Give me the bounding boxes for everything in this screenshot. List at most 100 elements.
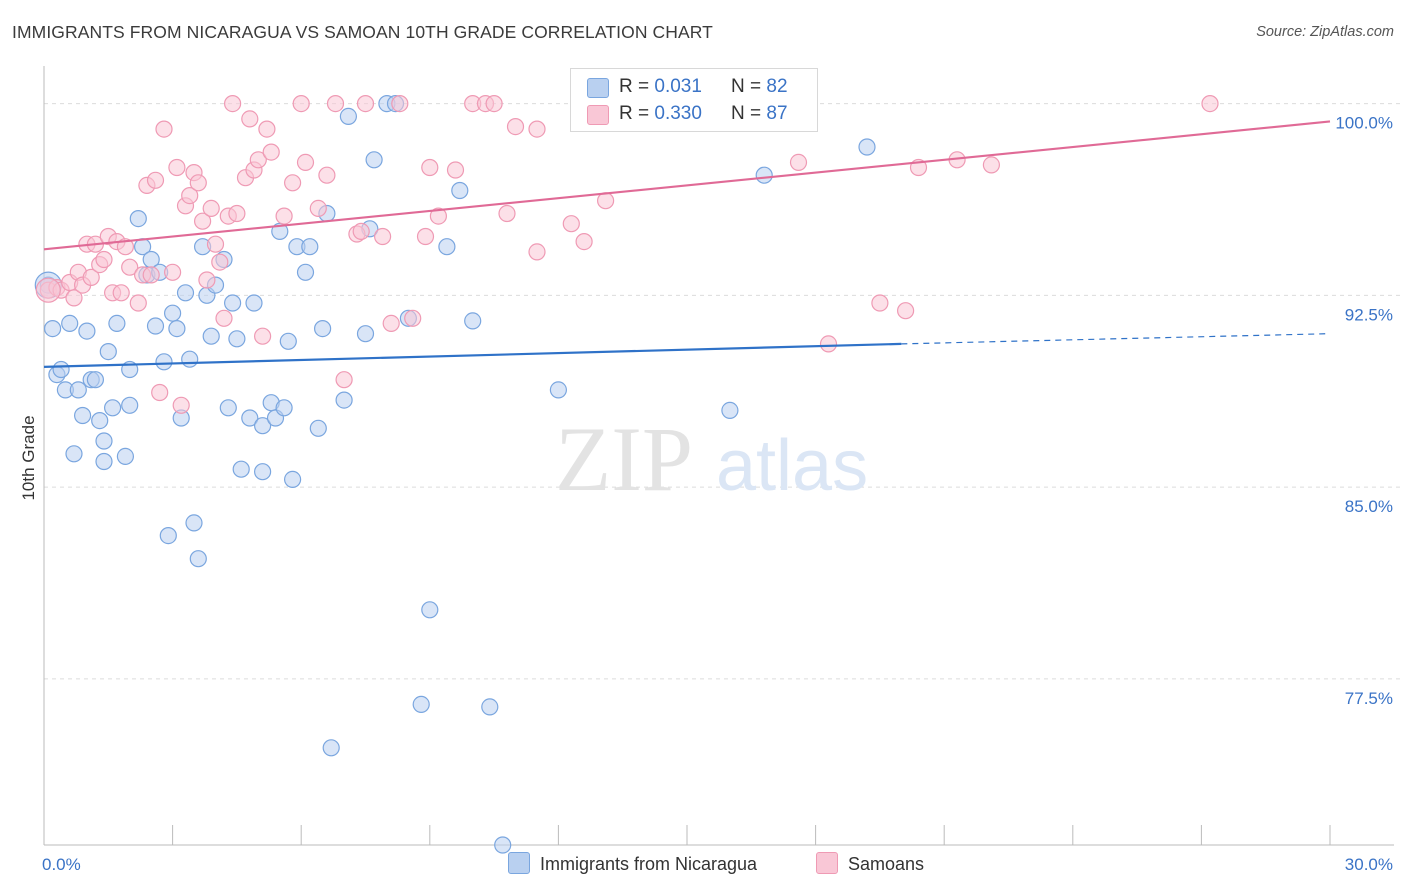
- samoan-point: [284, 174, 302, 192]
- nicaragua-point: [52, 360, 70, 379]
- samoan-point: [121, 258, 139, 276]
- correlation-legend: R = 0.031 N = 82 R = 0.330 N = 87: [570, 68, 818, 132]
- axes: [43, 66, 1394, 846]
- samoan-point: [211, 253, 229, 271]
- nicaragua-point: [181, 350, 199, 368]
- nicaragua-point: [129, 210, 147, 228]
- samoan-point: [318, 166, 336, 184]
- y-tick-label: 92.5%: [1345, 305, 1393, 324]
- nicaragua-point: [95, 452, 113, 471]
- samoan-point: [498, 204, 516, 223]
- samoan-point: [296, 153, 315, 171]
- samoan-point: [871, 294, 889, 312]
- nicaragua-point: [254, 417, 272, 435]
- nicaragua-point: [339, 107, 357, 126]
- samoan-point: [309, 199, 327, 217]
- nicaragua-point: [99, 343, 117, 361]
- samoan-point: [421, 158, 439, 177]
- x-tick-label-max: 30.0%: [1345, 855, 1393, 874]
- nicaragua-point: [322, 739, 340, 757]
- samoan-point: [275, 207, 293, 225]
- samoan-point: [215, 309, 233, 327]
- samoan-point: [262, 143, 280, 161]
- samoan-point: [168, 158, 186, 177]
- y-tick-label: 77.5%: [1345, 689, 1393, 708]
- nicaragua-point: [412, 695, 430, 714]
- nicaragua-point: [858, 138, 876, 156]
- legend-swatch-blue: [587, 78, 609, 98]
- samoan-point: [1201, 94, 1219, 113]
- nicaragua-point: [464, 312, 482, 330]
- trend-lines: [43, 120, 1331, 369]
- nicaragua-point: [185, 514, 203, 532]
- nicaragua-point: [43, 320, 62, 338]
- nicaragua-point: [421, 601, 439, 619]
- bottom-legend-swatch-blue: [508, 852, 530, 874]
- watermark-zip: ZIP: [555, 408, 693, 510]
- samoan-point: [528, 243, 546, 261]
- nicaragua-point: [121, 396, 139, 414]
- watermark-atlas: atlas: [716, 426, 868, 506]
- nicaragua-point: [146, 317, 165, 335]
- samoan-point: [506, 117, 525, 136]
- nicaragua-point: [309, 419, 327, 437]
- samoan-point: [446, 161, 465, 179]
- nicaragua-point: [279, 332, 297, 350]
- nicaragua-point: [168, 320, 186, 338]
- nicaragua-point: [228, 330, 246, 348]
- samoan-point: [172, 396, 190, 414]
- nicaragua-point: [155, 353, 173, 371]
- nicaragua-point: [451, 181, 469, 200]
- bottom-legend-label: Immigrants from Nicaragua: [540, 854, 758, 874]
- nicaragua-point: [176, 284, 195, 302]
- samoan-point: [254, 327, 272, 345]
- legend-n-value: 82: [766, 76, 788, 97]
- nicaragua-point: [494, 836, 512, 854]
- nicaragua-point: [164, 304, 182, 322]
- samoan-point: [528, 120, 546, 138]
- legend-swatch-pink: [587, 105, 609, 125]
- samoan-point: [198, 271, 216, 289]
- nicaragua-point: [108, 314, 126, 332]
- nicaragua-point: [755, 166, 773, 184]
- samoan-point: [249, 151, 267, 169]
- samoan-point: [292, 94, 310, 113]
- samoan-point: [129, 294, 147, 312]
- nicaragua-point: [284, 470, 302, 488]
- watermark: ZIP atlas: [555, 408, 868, 510]
- samoan-point: [142, 266, 160, 284]
- bottom-legend-samoans: Samoans: [816, 852, 924, 875]
- nicaragua-point: [189, 550, 207, 568]
- nicaragua-point: [65, 445, 83, 463]
- samoan-point: [146, 171, 165, 189]
- samoan-point: [356, 94, 375, 113]
- nicaragua-point: [224, 294, 242, 312]
- y-axis-label: 10th Grade: [19, 415, 38, 500]
- nicaragua-point: [365, 151, 383, 169]
- samoan-point: [181, 187, 199, 205]
- samoan-point: [194, 212, 212, 230]
- tick-labels: 77.5% 85.0% 92.5% 100.0% 0.0% 30.0%: [42, 114, 1393, 874]
- nicaragua-point: [202, 327, 220, 345]
- samoan-point: [151, 383, 169, 402]
- nicaragua-point: [159, 526, 177, 545]
- samoan-point: [228, 204, 246, 223]
- samoan-point: [206, 235, 225, 253]
- samoan-point: [224, 94, 242, 113]
- samoan-point: [95, 250, 113, 269]
- samoan-point: [82, 268, 100, 286]
- samoan-point: [485, 94, 503, 113]
- samoan-point: [896, 302, 915, 320]
- legend-r-value: 0.031: [654, 76, 702, 97]
- samoan-point: [982, 156, 1001, 174]
- y-tick-label: 100.0%: [1335, 114, 1393, 133]
- samoan-point: [65, 289, 83, 307]
- nicaragua-trend-line: [43, 342, 902, 369]
- nicaragua-point: [356, 325, 375, 343]
- samoan-point: [429, 207, 447, 225]
- samoan-point: [562, 215, 580, 233]
- samoan-point: [326, 94, 345, 113]
- y-tick-label: 85.0%: [1345, 497, 1393, 516]
- samoan-point: [335, 371, 353, 389]
